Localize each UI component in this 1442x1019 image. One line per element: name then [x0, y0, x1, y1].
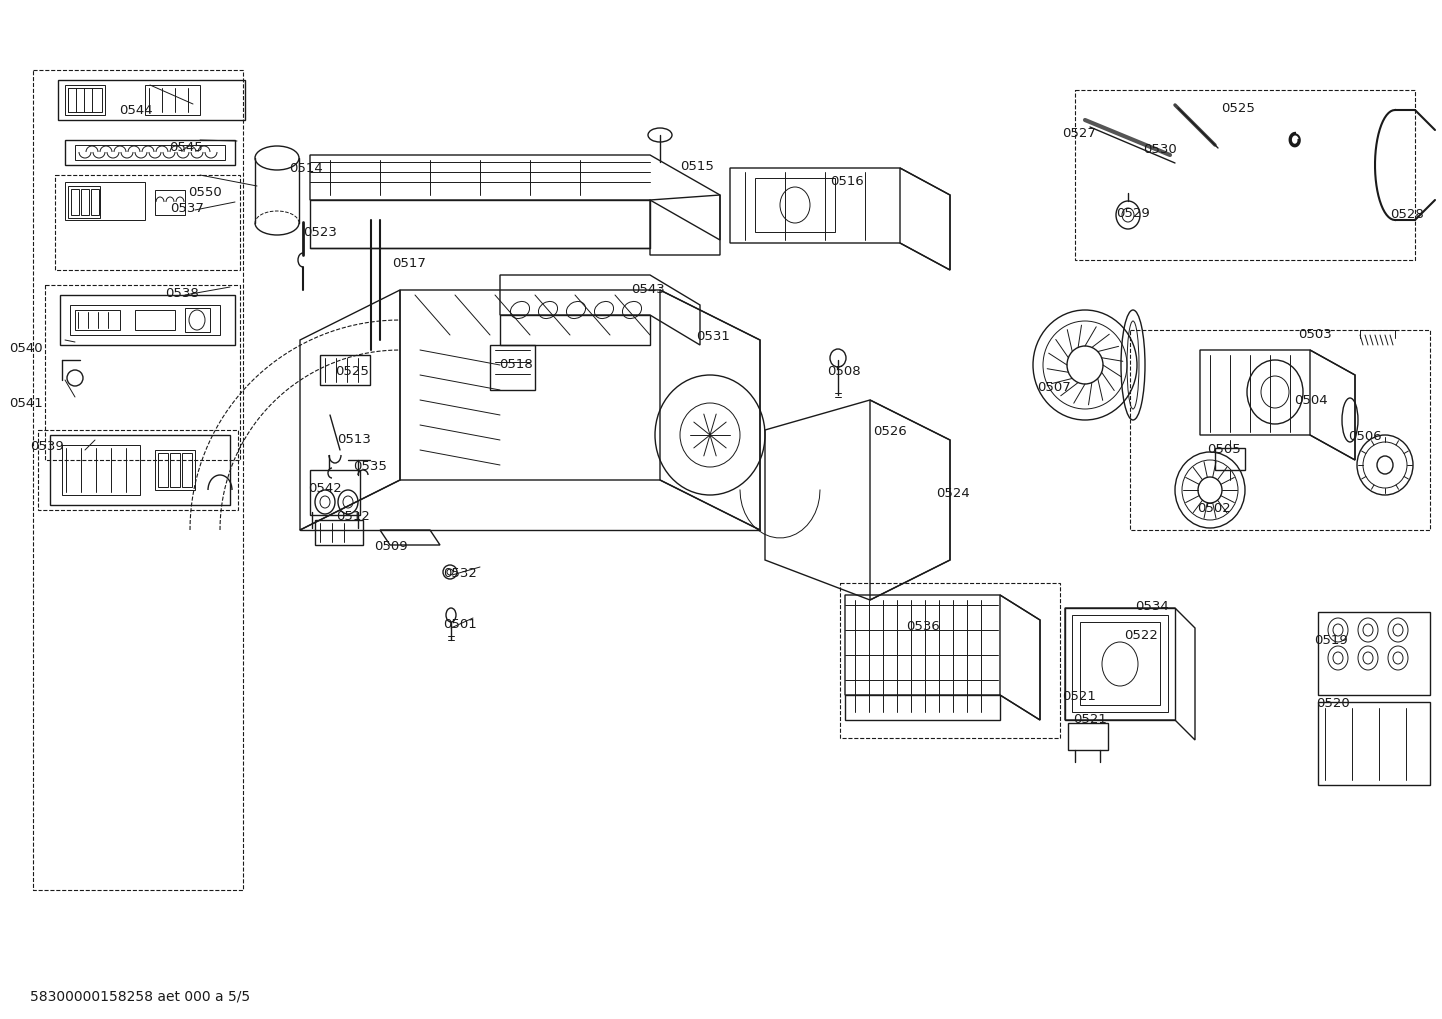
Text: 0522: 0522 — [1123, 629, 1158, 642]
Text: 0520: 0520 — [1317, 697, 1350, 710]
Text: 0532: 0532 — [443, 567, 477, 580]
Text: 0525: 0525 — [1221, 102, 1255, 115]
Text: 0518: 0518 — [499, 358, 532, 371]
Text: 0534: 0534 — [1135, 600, 1169, 613]
Text: 58300000158258 aet 000 a 5/5: 58300000158258 aet 000 a 5/5 — [30, 990, 249, 1004]
Text: 0524: 0524 — [936, 487, 970, 500]
Text: 0529: 0529 — [1116, 207, 1149, 220]
Text: 0537: 0537 — [170, 202, 203, 215]
Text: 0516: 0516 — [831, 175, 864, 187]
Text: 0526: 0526 — [872, 425, 907, 438]
Text: 0550: 0550 — [187, 186, 222, 199]
Text: 0508: 0508 — [828, 365, 861, 378]
Text: 0505: 0505 — [1207, 443, 1240, 455]
Text: 0530: 0530 — [1144, 143, 1177, 156]
Text: 0544: 0544 — [120, 104, 153, 117]
Text: 0514: 0514 — [288, 162, 323, 175]
Text: 0507: 0507 — [1037, 381, 1071, 394]
Text: 0540: 0540 — [9, 342, 43, 355]
Text: 0541: 0541 — [9, 397, 43, 410]
Text: 0515: 0515 — [681, 160, 714, 173]
Text: 0531: 0531 — [696, 330, 730, 343]
Text: 0535: 0535 — [353, 460, 386, 473]
Text: 0512: 0512 — [336, 510, 371, 523]
Text: 0513: 0513 — [337, 433, 371, 446]
Text: 0506: 0506 — [1348, 430, 1381, 443]
Text: 0517: 0517 — [392, 257, 425, 270]
Text: 0521: 0521 — [1073, 713, 1107, 726]
Text: 0525: 0525 — [335, 365, 369, 378]
Text: 0519: 0519 — [1314, 634, 1348, 647]
Text: 0527: 0527 — [1061, 127, 1096, 140]
Text: 0538: 0538 — [164, 287, 199, 300]
Text: 0523: 0523 — [303, 226, 337, 239]
Text: 0545: 0545 — [169, 141, 203, 154]
Text: 0543: 0543 — [632, 283, 665, 296]
Text: 0504: 0504 — [1293, 394, 1328, 407]
Text: 0501: 0501 — [443, 618, 477, 631]
Text: 0521: 0521 — [1061, 690, 1096, 703]
Text: 0502: 0502 — [1197, 502, 1231, 515]
Text: 0509: 0509 — [373, 540, 408, 553]
Text: 0528: 0528 — [1390, 208, 1423, 221]
Text: 0539: 0539 — [30, 440, 63, 453]
Text: 0536: 0536 — [906, 620, 940, 633]
Text: 0503: 0503 — [1298, 328, 1332, 341]
Text: 0542: 0542 — [309, 482, 342, 495]
